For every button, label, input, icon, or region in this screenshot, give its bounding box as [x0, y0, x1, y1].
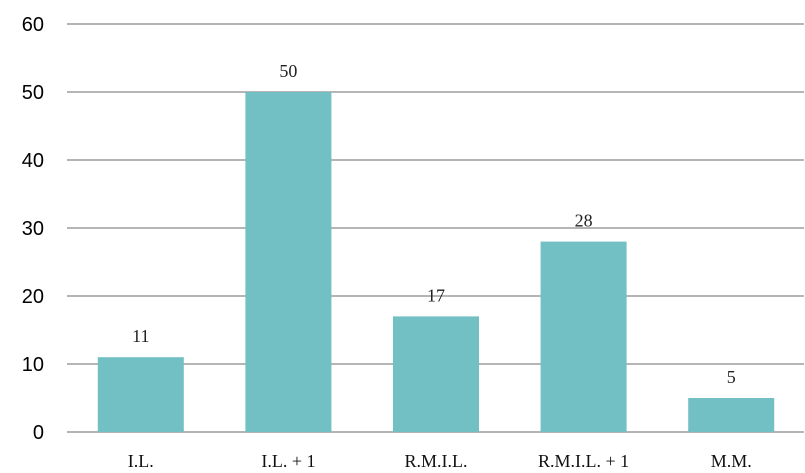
data-label: 28 [575, 211, 593, 231]
gridlines [67, 23, 804, 433]
data-label: 50 [279, 61, 297, 81]
y-tick-label: 20 [22, 286, 44, 308]
bars [97, 92, 775, 432]
x-tick-label: M.M. [711, 451, 752, 471]
x-tick-label: R.M.I.L. + 1 [538, 451, 629, 471]
x-tick-label: I.L. + 1 [261, 451, 315, 471]
data-label: 17 [427, 285, 445, 305]
y-tick-label: 10 [22, 354, 44, 376]
data-label: 11 [132, 326, 149, 346]
bar [97, 357, 184, 432]
y-tick-label: 30 [22, 218, 44, 240]
y-tick-label: 40 [22, 150, 44, 172]
y-tick-label: 60 [22, 14, 44, 36]
bar [540, 241, 627, 432]
bar [393, 316, 479, 432]
y-tick-label: 0 [33, 422, 44, 444]
bar [245, 92, 332, 432]
data-labels: 11 50 17 28 5 [132, 61, 736, 387]
y-tick-label: 50 [22, 82, 44, 104]
y-axis-ticks: 0 10 20 30 40 50 60 [22, 14, 44, 444]
bar [688, 398, 775, 432]
x-tick-label: I.L. [128, 451, 154, 471]
x-axis-ticks: I.L. I.L. + 1 R.M.I.L. R.M.I.L. + 1 M.M. [128, 451, 752, 471]
x-tick-label: R.M.I.L. [405, 451, 468, 471]
data-label: 5 [727, 367, 736, 387]
